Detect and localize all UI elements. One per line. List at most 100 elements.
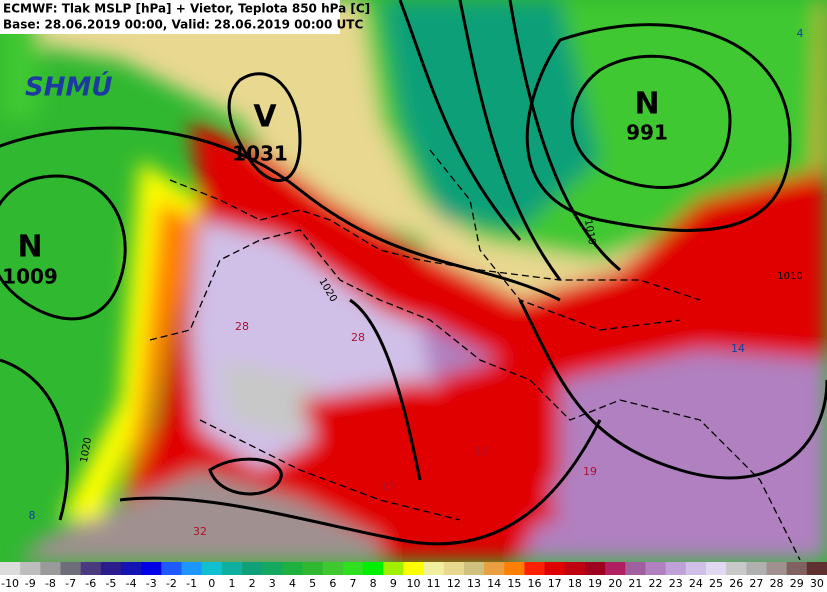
temperature-label: 19 [583, 465, 597, 478]
scale-tick-label: -8 [45, 577, 56, 590]
scale-cell [423, 562, 445, 575]
scale-cell [100, 562, 122, 575]
scale-cell [625, 562, 646, 575]
temperature-field [0, 0, 827, 562]
scale-tick-label: 16 [528, 577, 542, 590]
contour-label: 1010 [777, 271, 802, 282]
contour-label: 1020 [79, 437, 94, 464]
scale-tick-label: 14 [487, 577, 501, 590]
scale-cell [242, 562, 263, 575]
temperature-label: 4 [797, 27, 804, 40]
temperature-label: 14 [731, 342, 745, 355]
scale-cell [806, 562, 827, 575]
pressure-center-value: 991 [626, 121, 668, 145]
scale-tick-label: 4 [289, 577, 296, 590]
scale-cell [161, 562, 183, 575]
scale-tick-label: 11 [427, 577, 441, 590]
scale-cell [181, 562, 203, 575]
scale-cell [685, 562, 707, 575]
header-line: ECMWF: Tlak MSLP [hPa] + Vietor, Teplota… [3, 2, 370, 16]
scale-tick-label: 12 [447, 577, 461, 590]
scale-cell [282, 562, 304, 575]
scale-cell [504, 562, 525, 575]
scale-tick-label: 27 [749, 577, 763, 590]
scale-cell [302, 562, 324, 575]
scale-tick-label: 0 [208, 577, 215, 590]
scale-tick-label: 6 [329, 577, 336, 590]
scale-cell [766, 562, 788, 575]
scale-tick-label: 20 [608, 577, 622, 590]
scale-tick-label: 22 [649, 577, 663, 590]
temperature-label: 32 [193, 525, 207, 538]
scale-cell [463, 562, 485, 575]
scale-cell [746, 562, 767, 575]
scale-cell [322, 562, 344, 575]
scale-cell [80, 562, 102, 575]
header-box [0, 0, 340, 34]
scale-tick-label: 15 [507, 577, 521, 590]
scale-tick-label: 1 [228, 577, 235, 590]
scale-cell [786, 562, 808, 575]
scale-tick-label: 21 [628, 577, 642, 590]
scale-cell [40, 562, 62, 575]
scale-tick-label: 24 [689, 577, 703, 590]
scale-cell [665, 562, 687, 575]
scale-tick-label: 8 [370, 577, 377, 590]
scale-tick-label: 9 [390, 577, 397, 590]
scale-cell [403, 562, 425, 575]
scale-cell [524, 562, 546, 575]
scale-tick-label: -6 [85, 577, 96, 590]
scale-tick-label: 13 [467, 577, 481, 590]
temperature-label: 28 [235, 320, 249, 333]
scale-tick-label: -5 [105, 577, 116, 590]
scale-cell [121, 562, 142, 575]
color-scale: -10 -9 -8 -7 -6 -5 -4 -3 -2 -1 0 1 2 3 4 5 6 7 8 9 10 11 12 13 1… [0, 562, 827, 590]
temperature-label: 8 [29, 509, 36, 522]
map-labels: N1009V1031N99110201010102010102828171918… [2, 27, 803, 538]
scale-cell [141, 562, 162, 575]
scale-tick-label: 26 [729, 577, 743, 590]
pressure-center-symbol: N [634, 87, 659, 122]
scale-tick-label: -4 [126, 577, 137, 590]
scale-tick-label: 5 [309, 577, 316, 590]
scale-cell [221, 562, 243, 575]
scale-cell [645, 562, 667, 575]
scale-cell [383, 562, 404, 575]
header-line: Base: 28.06.2019 00:00, Valid: 28.06.201… [3, 18, 363, 32]
scale-tick-label: -10 [1, 577, 19, 590]
scale-tick-label: 28 [770, 577, 784, 590]
scale-cell [443, 562, 465, 575]
scale-tick-label: 7 [349, 577, 356, 590]
scale-tick-label: -1 [186, 577, 197, 590]
scale-tick-label: -2 [166, 577, 177, 590]
scale-tick-label: 29 [790, 577, 804, 590]
scale-tick-label: 3 [269, 577, 276, 590]
scale-cell [0, 562, 21, 575]
scale-tick-label: 23 [669, 577, 683, 590]
scale-cell [605, 562, 626, 575]
pressure-center-value: 1009 [2, 265, 58, 289]
scale-cell [201, 562, 223, 575]
scale-cell [705, 562, 727, 575]
scale-cell [584, 562, 606, 575]
temperature-label: 28 [351, 331, 365, 344]
scale-cell [363, 562, 384, 575]
scale-cell [20, 562, 41, 575]
pressure-center-symbol: V [253, 100, 277, 135]
scale-cell [60, 562, 82, 575]
scale-cell [544, 562, 566, 575]
scale-cell [262, 562, 283, 575]
scale-tick-label: 25 [709, 577, 723, 590]
scale-cell [342, 562, 364, 575]
scale-cell [484, 562, 505, 575]
scale-tick-label: 18 [568, 577, 582, 590]
scale-tick-label: -9 [25, 577, 36, 590]
scale-tick-label: 19 [588, 577, 602, 590]
scale-tick-label: 17 [548, 577, 562, 590]
scale-cell [564, 562, 586, 575]
scale-cell [726, 562, 747, 575]
pressure-center-value: 1031 [232, 142, 288, 166]
scale-tick-label: 2 [249, 577, 256, 590]
contour-label: 1010 [582, 219, 597, 246]
